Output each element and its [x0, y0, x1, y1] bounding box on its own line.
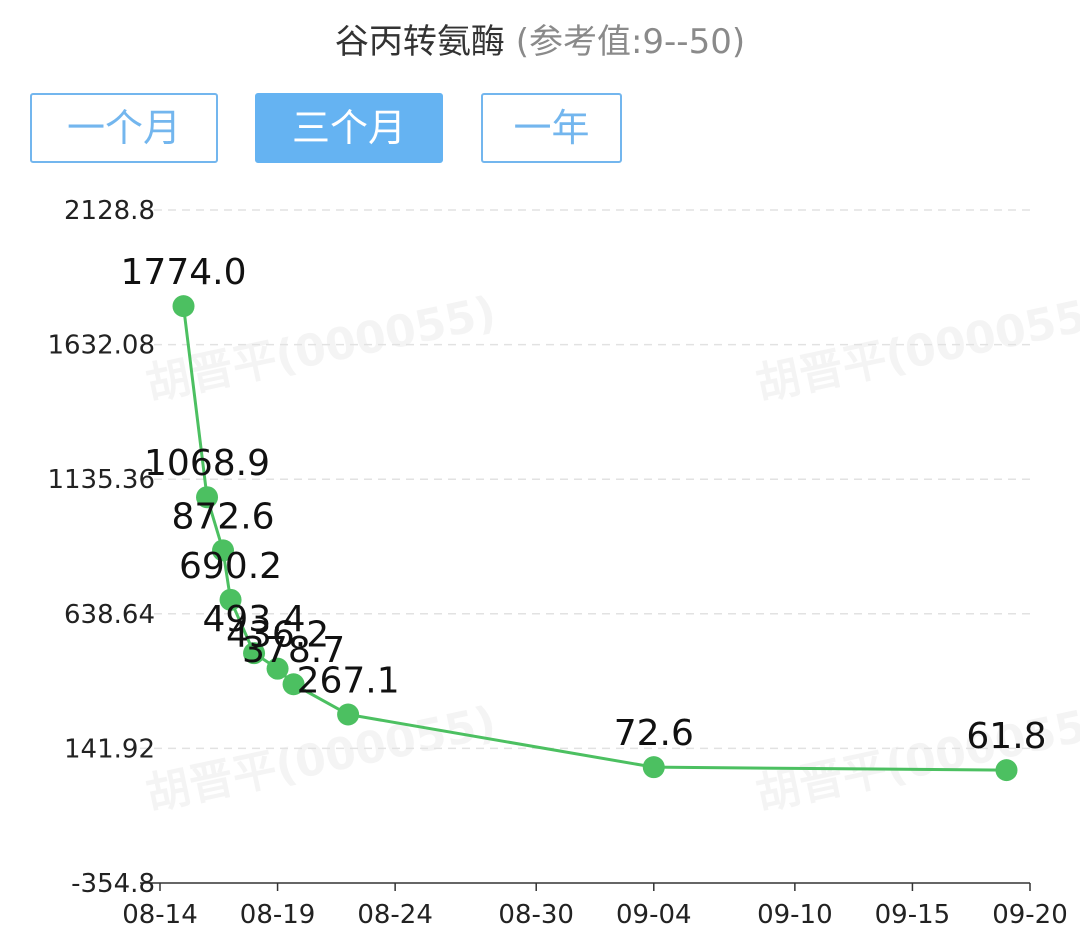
- data-label: 690.2: [179, 546, 282, 587]
- data-point[interactable]: [196, 486, 219, 509]
- data-label-layer: 1774.0 1068.9 872.6 690.2 493.4436.2378.7267…: [121, 252, 1047, 757]
- data-point[interactable]: [642, 756, 665, 779]
- data-point[interactable]: [243, 642, 266, 665]
- reference-range: (参考值:9--50): [515, 22, 746, 62]
- x-tick-label: 09-15: [875, 900, 951, 930]
- y-tick-label: 1632.08: [47, 331, 155, 361]
- x-tick-label: 08-30: [498, 900, 574, 930]
- watermark-layer: 胡晋平(000055) 胡晋平(000055)胡晋平(000055) 胡晋平(000…: [142, 287, 1080, 821]
- tab-one-month[interactable]: 一个月: [30, 93, 218, 163]
- data-point[interactable]: [995, 759, 1018, 782]
- data-point[interactable]: [282, 673, 305, 696]
- x-tick-label: 08-24: [357, 900, 433, 930]
- x-tick-label: 09-20: [992, 900, 1068, 930]
- y-tick-label: -354.8: [71, 869, 155, 899]
- series-layer: [172, 295, 1018, 782]
- grid-lines: [140, 209, 1030, 884]
- data-point[interactable]: [337, 703, 360, 726]
- y-tick-label: 141.92: [64, 734, 155, 764]
- data-label: 72.6: [614, 713, 694, 754]
- x-tick-label: 08-14: [122, 900, 198, 930]
- x-tick-label: 09-10: [757, 900, 833, 930]
- x-tick-label: 08-19: [240, 900, 316, 930]
- y-tick-label: 1135.36: [47, 465, 155, 495]
- tab-one-year[interactable]: 一年: [481, 93, 622, 163]
- data-label: 872.6: [171, 496, 274, 537]
- watermark-text: 胡晋平(000055): [142, 697, 501, 821]
- watermark-text: 胡晋平(000055): [752, 287, 1080, 411]
- y-axis: 2128.8 1632.08 1135.36 638.64 141.92 -354.8: [47, 196, 155, 899]
- series-line: [182, 305, 1007, 772]
- title-text: 谷丙转氨酶: [334, 22, 505, 62]
- data-point[interactable]: [219, 588, 242, 611]
- y-tick-label: 2128.8: [64, 196, 155, 226]
- data-label: 436.2: [226, 615, 329, 656]
- data-point[interactable]: [172, 295, 195, 318]
- chart-title: 谷丙转氨酶 (参考值:9--50): [0, 14, 1080, 63]
- data-point[interactable]: [212, 539, 235, 562]
- data-label: 378.7: [242, 630, 345, 671]
- x-axis: 08-14 08-19 08-24 08-30 09-04 09-10 09-15 09-20: [122, 883, 1068, 930]
- x-tick-label: 09-04: [616, 900, 692, 930]
- data-label: 267.1: [297, 660, 400, 701]
- y-tick-label: 638.64: [64, 600, 155, 630]
- data-label: 61.8: [966, 716, 1046, 757]
- data-point[interactable]: [266, 657, 289, 680]
- data-label: 493.4: [203, 599, 306, 640]
- data-label: 1774.0: [121, 252, 247, 293]
- tab-three-months[interactable]: 三个月: [255, 93, 443, 163]
- data-label: 1068.9: [144, 443, 270, 484]
